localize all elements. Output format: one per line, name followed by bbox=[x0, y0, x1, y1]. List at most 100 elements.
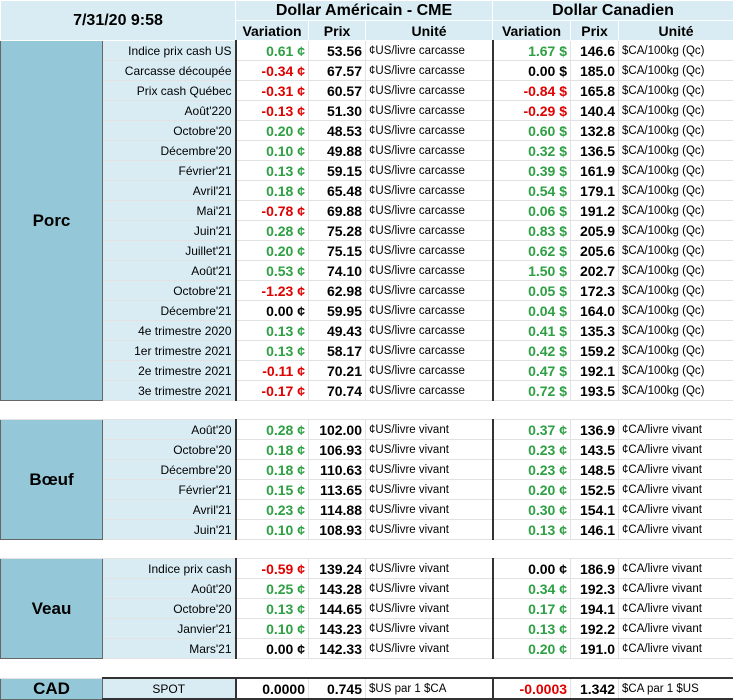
usd-unit: ¢US/livre carcasse bbox=[366, 321, 493, 341]
row-label: Avril'21 bbox=[103, 500, 236, 520]
usd-variation-header: Variation bbox=[236, 21, 309, 41]
cad-variation: 0.54 $ bbox=[493, 181, 571, 201]
cad-prix: 140.4 bbox=[571, 101, 619, 121]
usd-variation: -0.13 ¢ bbox=[236, 101, 309, 121]
usd-variation: -0.78 ¢ bbox=[236, 201, 309, 221]
cad-unit: $CA/100kg (Qc) bbox=[619, 101, 733, 121]
row-label: Octobre'20 bbox=[103, 440, 236, 460]
usd-unit: ¢US/livre vivant bbox=[366, 440, 493, 460]
cad-unit: $CA/100kg (Qc) bbox=[619, 261, 733, 281]
row-label: Août'220 bbox=[103, 101, 236, 121]
usd-prix: 53.56 bbox=[309, 41, 366, 61]
usd-unit: $US par 1 $CA bbox=[366, 678, 493, 699]
row-label: Indice prix cash US bbox=[103, 41, 236, 61]
cad-variation-header: Variation bbox=[493, 21, 571, 41]
usd-prix: 0.745 bbox=[309, 678, 366, 699]
cad-variation: 0.13 ¢ bbox=[493, 520, 571, 540]
cad-unit: ¢CA/livre vivant bbox=[619, 420, 733, 440]
row-label: Indice prix cash bbox=[103, 559, 236, 579]
cad-unit: $CA/100kg (Qc) bbox=[619, 121, 733, 141]
usd-variation: 0.00 ¢ bbox=[236, 639, 309, 659]
cad-variation: 1.67 $ bbox=[493, 41, 571, 61]
cad-variation: 0.05 $ bbox=[493, 281, 571, 301]
row-label: Février'21 bbox=[103, 161, 236, 181]
usd-unit: ¢US/livre vivant bbox=[366, 460, 493, 480]
table-row: Août'220-0.13 ¢51.30¢US/livre carcasse-0… bbox=[1, 101, 733, 121]
row-label: Août'20 bbox=[103, 420, 236, 440]
cad-prix: 164.0 bbox=[571, 301, 619, 321]
usd-prix: 67.57 bbox=[309, 61, 366, 81]
usd-variation: -0.11 ¢ bbox=[236, 361, 309, 381]
section-spacer bbox=[1, 659, 733, 679]
usd-prix: 143.23 bbox=[309, 619, 366, 639]
cad-prix: 146.6 bbox=[571, 41, 619, 61]
usd-variation: 0.0000 bbox=[236, 678, 309, 699]
cad-prix: 185.0 bbox=[571, 61, 619, 81]
usd-prix: 59.15 bbox=[309, 161, 366, 181]
usd-unit: ¢US/livre carcasse bbox=[366, 181, 493, 201]
usd-prix: 49.43 bbox=[309, 321, 366, 341]
usd-variation: 0.28 ¢ bbox=[236, 420, 309, 440]
usd-unit: ¢US/livre carcasse bbox=[366, 201, 493, 221]
usd-variation: 0.18 ¢ bbox=[236, 440, 309, 460]
row-label: Juin'21 bbox=[103, 520, 236, 540]
table-row: Octobre'21-1.23 ¢62.98¢US/livre carcasse… bbox=[1, 281, 733, 301]
cad-prix: 136.9 bbox=[571, 420, 619, 440]
cad-variation: 0.47 $ bbox=[493, 361, 571, 381]
row-label: Octobre'21 bbox=[103, 281, 236, 301]
usd-unit: ¢US/livre carcasse bbox=[366, 261, 493, 281]
cad-unit: $CA/100kg (Qc) bbox=[619, 321, 733, 341]
usd-variation: -1.23 ¢ bbox=[236, 281, 309, 301]
cad-unit: $CA/100kg (Qc) bbox=[619, 201, 733, 221]
usd-variation: 0.61 ¢ bbox=[236, 41, 309, 61]
usd-unit: ¢US/livre carcasse bbox=[366, 101, 493, 121]
row-label: 1er trimestre 2021 bbox=[103, 341, 236, 361]
usd-variation: 0.20 ¢ bbox=[236, 241, 309, 261]
usd-unit: ¢US/livre carcasse bbox=[366, 41, 493, 61]
cad-unit: ¢CA/livre vivant bbox=[619, 579, 733, 599]
usd-prix: 108.93 bbox=[309, 520, 366, 540]
usd-variation: 0.23 ¢ bbox=[236, 500, 309, 520]
usd-prix: 69.88 bbox=[309, 201, 366, 221]
usd-unit: ¢US/livre carcasse bbox=[366, 81, 493, 101]
cad-unit: $CA/100kg (Qc) bbox=[619, 81, 733, 101]
cad-unit: ¢CA/livre vivant bbox=[619, 500, 733, 520]
cad-variation: 0.30 ¢ bbox=[493, 500, 571, 520]
cad-prix: 191.0 bbox=[571, 639, 619, 659]
usd-unit: ¢US/livre carcasse bbox=[366, 361, 493, 381]
cad-variation: 0.17 ¢ bbox=[493, 599, 571, 619]
cad-variation: 0.62 $ bbox=[493, 241, 571, 261]
cad-unit: ¢CA/livre vivant bbox=[619, 639, 733, 659]
cad-unit: $CA/100kg (Qc) bbox=[619, 361, 733, 381]
usd-unit: ¢US/livre vivant bbox=[366, 559, 493, 579]
row-label: 3e trimestre 2021 bbox=[103, 381, 236, 401]
cad-variation: 0.42 $ bbox=[493, 341, 571, 361]
cad-prix: 143.5 bbox=[571, 440, 619, 460]
usd-unit: ¢US/livre vivant bbox=[366, 619, 493, 639]
usd-unite-header: Unité bbox=[366, 21, 493, 41]
usd-unit: ¢US/livre carcasse bbox=[366, 141, 493, 161]
cad-unit: ¢CA/livre vivant bbox=[619, 520, 733, 540]
cad-unit: ¢CA/livre vivant bbox=[619, 559, 733, 579]
usd-variation: -0.31 ¢ bbox=[236, 81, 309, 101]
cad-variation: 0.39 $ bbox=[493, 161, 571, 181]
usd-variation: -0.59 ¢ bbox=[236, 559, 309, 579]
usd-prix: 113.65 bbox=[309, 480, 366, 500]
usd-prix: 139.24 bbox=[309, 559, 366, 579]
usd-variation: 0.18 ¢ bbox=[236, 460, 309, 480]
cad-variation: -0.84 $ bbox=[493, 81, 571, 101]
row-label: Janvier'21 bbox=[103, 619, 236, 639]
usd-variation: -0.17 ¢ bbox=[236, 381, 309, 401]
usd-prix: 74.10 bbox=[309, 261, 366, 281]
cad-prix: 161.9 bbox=[571, 161, 619, 181]
row-label: Avril'21 bbox=[103, 181, 236, 201]
cad-unit: $CA/100kg (Qc) bbox=[619, 241, 733, 261]
cad-prix: 148.5 bbox=[571, 460, 619, 480]
